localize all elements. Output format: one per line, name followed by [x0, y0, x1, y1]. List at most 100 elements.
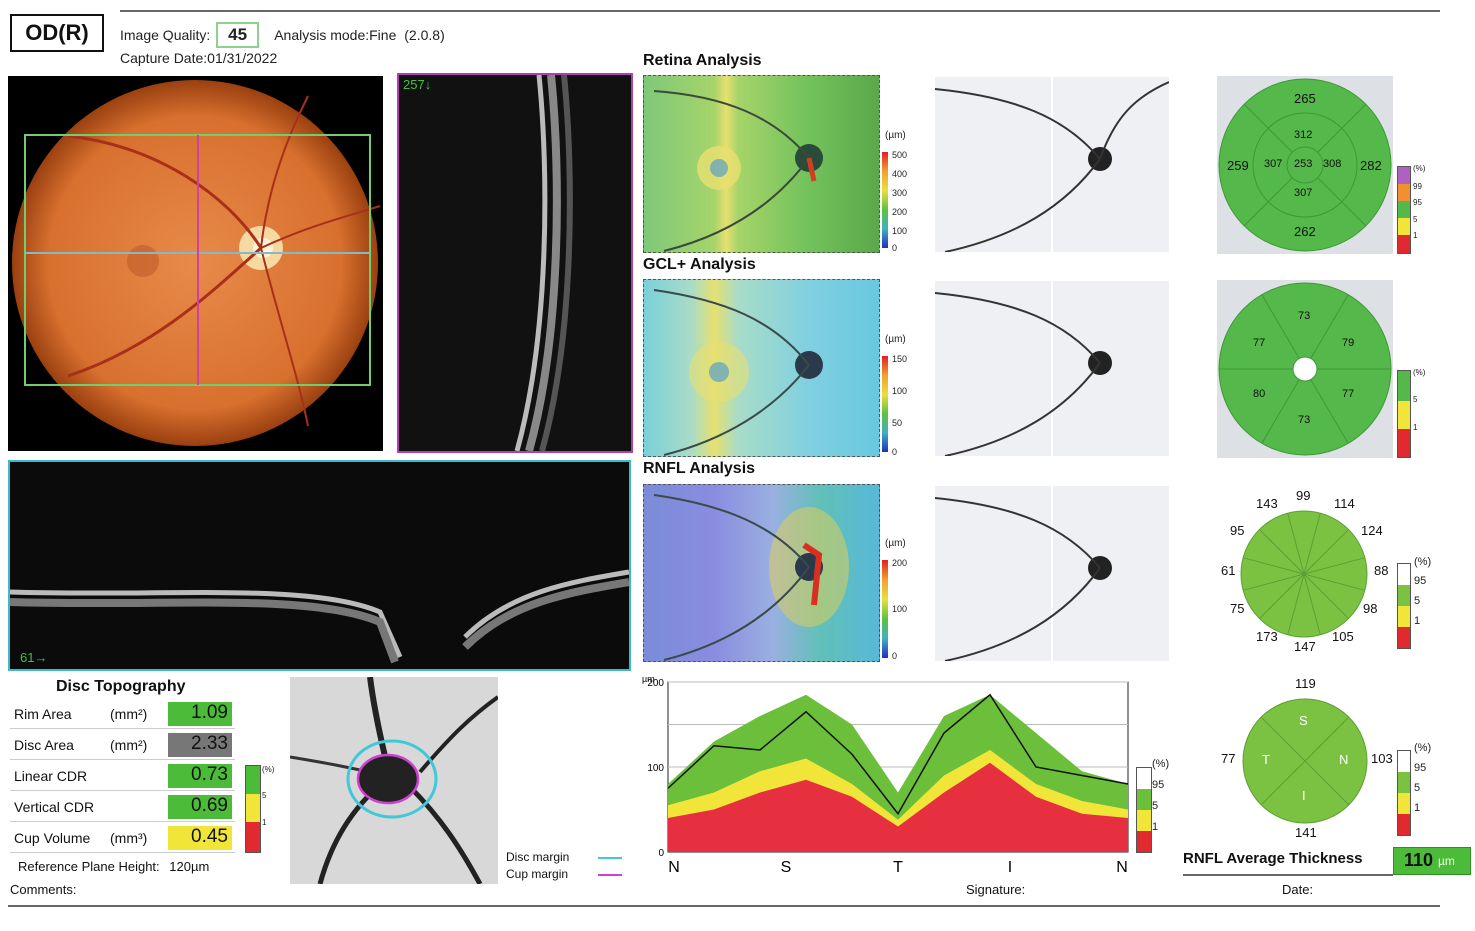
gcl-grid-thumb: [935, 281, 1169, 456]
cup-margin-label: Cup margin: [506, 867, 569, 881]
retina-map-svg: [653, 90, 823, 252]
image-quality-label: Image Quality:: [120, 27, 211, 43]
gcl-sector-lower-right: 77: [1342, 388, 1355, 400]
gcl-scale-100: 100: [892, 386, 908, 396]
rnfl-pct-bar: [1397, 563, 1411, 649]
tsnit-pct-bar: [1136, 767, 1152, 853]
rnfl-clock-2: 124: [1361, 523, 1383, 538]
rnfl-pct-5: 5: [1414, 595, 1421, 607]
retina-sector-inner-temporal: 307: [1264, 158, 1283, 170]
retina-colorbar: [882, 152, 888, 248]
retina-pct-5: 5: [1413, 215, 1418, 224]
clock-divider: [1303, 529, 1349, 575]
tsnit-x-tick: I: [1008, 859, 1012, 876]
rnfl-quad-pct-1: 1: [1414, 802, 1421, 814]
ref-plane-value: 120µm: [169, 859, 210, 874]
retina-sector-temporal: 259: [1227, 158, 1249, 173]
disc-row-value: 2.33: [168, 733, 232, 757]
rnfl-scale-200: 200: [892, 558, 908, 568]
retina-unit: (µm): [885, 130, 906, 141]
clock-divider: [1303, 573, 1349, 619]
tsnit-pct-head: (%): [1152, 758, 1170, 770]
rnfl-unit: (µm): [885, 538, 906, 549]
rnfl-grid-thumb: [935, 486, 1169, 661]
rnfl-clock-8: 75: [1230, 601, 1245, 616]
clock-divider: [1259, 529, 1305, 575]
retina-grid-svg: [935, 77, 1169, 252]
gcl-grid-svg: [935, 281, 1112, 456]
vertical-bscan-svg: [514, 75, 573, 451]
disc-title: Disc Topography: [56, 678, 186, 695]
rnfl-pct-head: (%): [1414, 556, 1432, 568]
rnfl-map: [643, 484, 880, 662]
rnfl-clock-12: 99: [1296, 488, 1311, 503]
eye-badge: OD(R): [10, 14, 104, 52]
retina-scale-300: 300: [892, 188, 908, 198]
gcl-sector-bottom: 73: [1298, 414, 1311, 426]
vertical-bscan: 257↓: [397, 73, 633, 453]
retina-sector-inner-superior: 312: [1294, 129, 1313, 141]
tsnit-y-tick: 100: [647, 763, 664, 774]
retina-scale-500: 500: [892, 150, 908, 160]
disc-image: [290, 677, 498, 884]
top-rule: [120, 10, 1440, 12]
retina-sector-superior: 265: [1294, 91, 1316, 106]
retina-pct-head: (%): [1413, 164, 1426, 173]
rnfl-map-svg: [653, 494, 849, 661]
disc-row: Rim Area (mm²) 1.09: [10, 700, 235, 729]
rnfl-quad-pct-95: 95: [1414, 762, 1427, 774]
gcl-pct-5: 5: [1413, 395, 1418, 404]
clock-divider: [1303, 513, 1321, 575]
retina-sector-inner-inferior: 307: [1294, 187, 1313, 199]
gcl-scale-50: 50: [892, 418, 903, 428]
rnfl-clock-5: 105: [1332, 629, 1354, 644]
clock-divider: [1303, 573, 1365, 591]
tsnit-band-1: [668, 762, 1128, 852]
gcl-title: GCL+ Analysis: [643, 256, 756, 273]
retina-pct-95: 95: [1413, 198, 1422, 207]
gcl-sector-lower-left: 80: [1253, 388, 1266, 400]
bottom-rule: [8, 905, 1440, 907]
clock-divider: [1259, 573, 1305, 619]
rnfl-title: RNFL Analysis: [643, 460, 756, 477]
disc-row-label: Linear CDR: [14, 768, 88, 784]
rnfl-quad-pct-5: 5: [1414, 782, 1421, 794]
fundus-photo: [8, 76, 383, 451]
retina-sector-nasal: 282: [1360, 158, 1382, 173]
horizontal-bscan: 61→: [8, 460, 631, 671]
disc-margin-swatch: [598, 857, 622, 859]
disc-row-unit: (mm²): [110, 737, 148, 753]
gcl-sector-top: 73: [1298, 310, 1311, 322]
retina-sector-inner-nasal: 308: [1323, 158, 1342, 170]
disc-row-value: 0.45: [168, 826, 232, 850]
tsnit-pct-95: 95: [1152, 779, 1165, 791]
rnfl-quad-t: T: [1262, 752, 1270, 767]
rnfl-clock-svg: [1240, 510, 1368, 638]
tsnit-x-tick: T: [893, 859, 903, 876]
comments-label: Comments:: [10, 882, 77, 897]
rnfl-quad-n: N: [1339, 752, 1349, 767]
clock-divider: [1287, 573, 1305, 635]
gcl-sector-svg: [1218, 282, 1392, 456]
gcl-unit: (µm): [885, 334, 906, 345]
retina-scale-200: 200: [892, 207, 908, 217]
gcl-pct-bar: [1397, 370, 1411, 458]
rnfl-quad-i: I: [1302, 788, 1306, 803]
rnfl-avg-rule: [1183, 874, 1393, 876]
horizontal-bscan-label: 61→: [20, 650, 48, 665]
rnfl-pct-1: 1: [1414, 615, 1421, 627]
rnfl-clock-6: 147: [1294, 639, 1316, 654]
disc-margin-label: Disc margin: [506, 850, 570, 864]
cup-margin-swatch: [598, 874, 622, 876]
analysis-mode: Analysis mode:Fine: [274, 27, 397, 43]
retina-scale-400: 400: [892, 169, 908, 179]
rnfl-avg-value: 110: [1404, 850, 1434, 870]
disc-row-label: Rim Area: [14, 706, 72, 722]
gcl-sector-upper-left: 77: [1253, 337, 1266, 349]
rnfl-quad-s: S: [1299, 713, 1308, 728]
retina-grid-thumb: [935, 77, 1169, 252]
rnfl-quad-pct-head: (%): [1414, 742, 1432, 754]
retina-pct-bar: [1397, 166, 1411, 254]
rnfl-clock-1: 114: [1334, 496, 1355, 511]
